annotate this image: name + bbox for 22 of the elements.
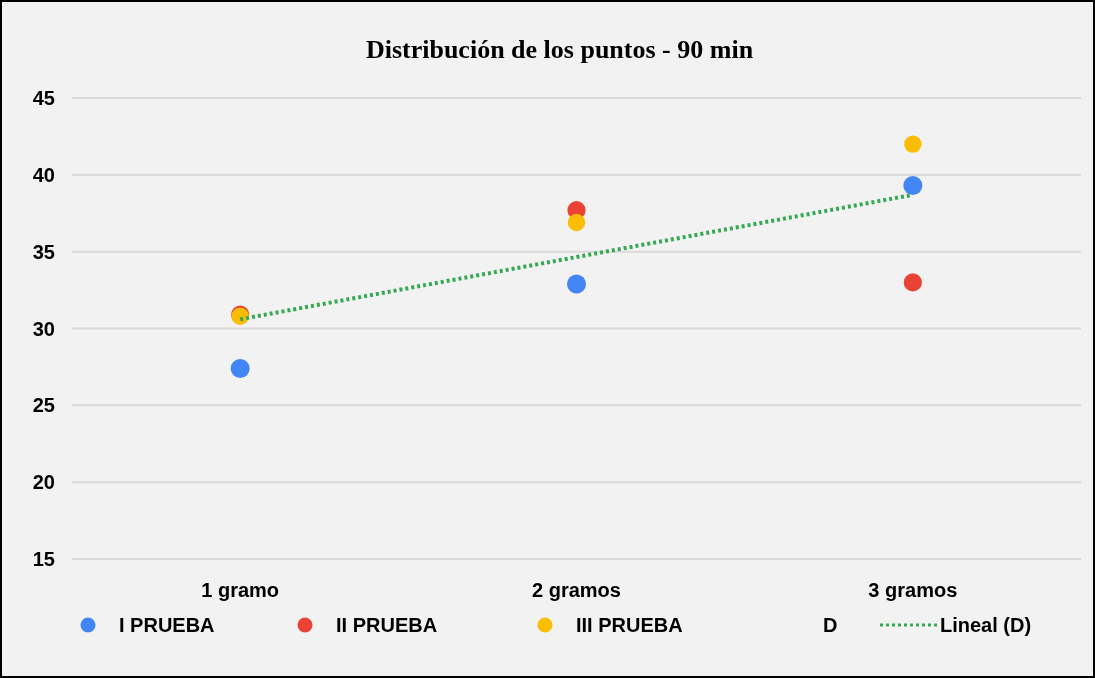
y-tick-label: 25 [32, 394, 55, 417]
y-tick-label: 40 [32, 163, 55, 186]
y-tick-label: 20 [32, 471, 55, 494]
point [230, 358, 250, 378]
x-tick-label: 2 gramos [532, 579, 621, 601]
point [567, 213, 586, 232]
legend-label: II PRUEBA [336, 614, 438, 636]
legend-label: I PRUEBA [119, 614, 215, 636]
y-tick-label: 30 [32, 317, 55, 340]
chart-title: Distribución de los puntos - 90 min [365, 35, 754, 64]
point [903, 176, 923, 196]
x-tick-label: 1 gramo [201, 579, 280, 601]
text: D [823, 614, 838, 636]
x-tick-label: 3 gramos [868, 579, 958, 601]
legend-label: III PRUEBA [576, 614, 683, 636]
point [904, 135, 922, 153]
point [903, 273, 922, 292]
y-tick-label: 15 [32, 548, 55, 570]
y-tick-label: 35 [32, 240, 55, 263]
y-tick-label: 45 [32, 87, 55, 109]
legend-label: Lineal (D) [940, 614, 1032, 636]
point [567, 274, 586, 294]
